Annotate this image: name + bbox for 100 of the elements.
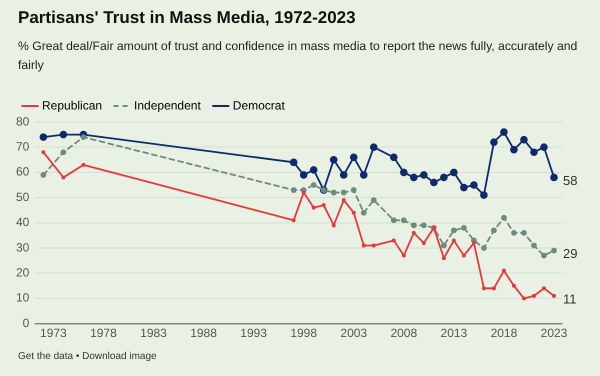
x-tick-label: 2018 [490, 326, 518, 340]
point [512, 284, 516, 288]
point [442, 256, 446, 260]
y-tick-label: 50 [16, 190, 30, 204]
x-tick-label: 1973 [40, 326, 68, 340]
point [490, 138, 498, 146]
y-tick-label: 80 [16, 114, 30, 128]
text: Get the data • Download image [18, 351, 157, 362]
point [410, 174, 418, 182]
point [390, 217, 397, 224]
point [372, 243, 376, 248]
point [292, 218, 296, 222]
point [531, 242, 537, 248]
point [61, 175, 66, 180]
point [352, 210, 356, 215]
point [330, 190, 337, 196]
x-tick-label: 2003 [340, 326, 368, 340]
point [350, 153, 358, 162]
point [462, 254, 466, 258]
point [310, 166, 318, 174]
point [390, 153, 398, 162]
y-tick-label: 40 [16, 215, 30, 230]
point [400, 217, 407, 224]
legend-label: Democrat [232, 98, 286, 112]
point [342, 198, 346, 202]
data-label: 58 [562, 173, 578, 188]
y-tick-label: 30 [16, 240, 30, 254]
point [40, 133, 48, 141]
point [470, 181, 478, 189]
point [482, 286, 486, 290]
chart-subtitle: % Great deal/Fair amount of trust and confidence in mass media to report the news fully, accurately and fairly [18, 38, 578, 74]
point [370, 197, 377, 204]
y-tick-label: 0 [22, 316, 30, 330]
point [541, 252, 547, 258]
point [440, 174, 448, 182]
x-tick-label: 1993 [240, 326, 268, 340]
point [350, 187, 357, 193]
point [420, 171, 428, 179]
data-label: 29 [562, 246, 578, 262]
point [450, 168, 458, 176]
point [501, 214, 507, 221]
point [460, 184, 468, 192]
point [530, 148, 538, 156]
x-tick-label: 1998 [290, 326, 318, 340]
y-tick-label: 70 [16, 140, 30, 154]
point [340, 190, 347, 196]
x-tick-label: 1988 [190, 326, 218, 340]
point [400, 168, 408, 176]
point [502, 268, 506, 273]
point [520, 136, 528, 144]
legend-label: Independent [134, 98, 202, 112]
point [440, 242, 447, 248]
point [392, 238, 396, 242]
x-tick-label: 2008 [390, 326, 418, 340]
y-tick-label: 10 [16, 290, 30, 305]
point [550, 174, 558, 182]
point [80, 134, 86, 140]
y-tick-label: 60 [16, 164, 30, 179]
point [552, 294, 556, 298]
point [290, 158, 298, 166]
chart-title: Partisans' Trust in Mass Media, 1972-2023 [18, 8, 356, 28]
point [492, 286, 496, 290]
x-tick-label: 1978 [90, 326, 118, 340]
point [60, 130, 68, 138]
data-label: 11 [562, 291, 576, 306]
point [511, 230, 517, 236]
point [312, 206, 316, 210]
point [450, 227, 457, 234]
point [310, 182, 317, 188]
point [60, 149, 66, 156]
point [360, 171, 368, 179]
point [420, 222, 427, 228]
point [481, 245, 487, 251]
point [532, 294, 536, 298]
point [452, 238, 456, 242]
point [332, 223, 336, 228]
point [290, 187, 297, 193]
point [422, 240, 426, 245]
point [472, 240, 476, 245]
point [40, 172, 46, 178]
point [540, 143, 548, 151]
point [522, 296, 526, 300]
point [300, 171, 308, 179]
point [551, 248, 557, 254]
x-tick-label: 2023 [540, 326, 568, 340]
point [521, 230, 527, 236]
legend-label: Republican [42, 98, 102, 112]
point [370, 143, 378, 151]
y-tick-label: 20 [16, 266, 30, 280]
point [480, 191, 488, 199]
point [340, 171, 348, 179]
point [362, 243, 366, 248]
point [500, 128, 508, 136]
point [430, 178, 438, 186]
point [41, 150, 46, 154]
x-tick-label: 1983 [140, 326, 168, 340]
point [491, 227, 497, 234]
x-tick-label: 2013 [440, 326, 468, 340]
point [81, 162, 86, 167]
point [402, 254, 406, 258]
